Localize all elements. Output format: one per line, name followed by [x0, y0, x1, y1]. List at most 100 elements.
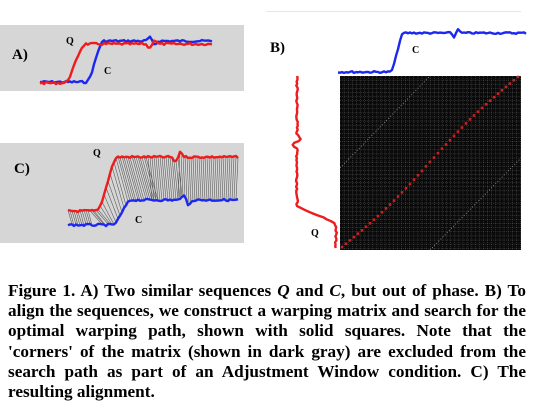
alignment-line [231, 156, 235, 200]
alignment-line [191, 156, 195, 202]
alignment-line [177, 151, 181, 200]
warping-path-cell [464, 122, 468, 125]
alignment-line [77, 211, 83, 225]
warping-path-cell [444, 143, 448, 146]
alignment-line [97, 209, 111, 225]
alignment-line [67, 209, 73, 225]
panel-b-frame-line [266, 11, 521, 12]
panel-b-q-sequence [291, 75, 338, 249]
figure-caption: Figure 1. A) Two similar sequences Q and… [8, 281, 526, 402]
alignment-line [165, 156, 171, 200]
warping-path-cell [516, 75, 520, 79]
alignment-line [197, 157, 201, 200]
alignment-line [215, 157, 219, 201]
warping-path-cell [460, 126, 464, 129]
alignment-line [175, 160, 181, 199]
caption-part-1: Figure 1. A) Two similar sequences [8, 281, 278, 300]
alignment-line [133, 156, 147, 200]
alignment-line [179, 153, 183, 199]
alignment-line [111, 166, 125, 208]
alignment-line [201, 157, 205, 201]
alignment-line [205, 156, 209, 201]
panel-a-q-series [39, 39, 213, 86]
alignment-line [99, 205, 113, 225]
alignment-line [185, 158, 189, 199]
alignment-line [161, 156, 167, 200]
panel-a-label: A) [12, 47, 28, 63]
alignment-line [233, 155, 237, 200]
alignment-line [95, 209, 109, 225]
alignment-line [123, 157, 137, 202]
alignment-line [83, 209, 89, 225]
alignment-line [125, 156, 139, 200]
warping-path-cell [500, 89, 504, 92]
warping-path-cell [420, 169, 424, 173]
warping-path-cell [396, 195, 400, 198]
warping-path-cell [488, 99, 492, 102]
alignment-line [229, 157, 233, 200]
alignment-line [141, 157, 155, 201]
alignment-line [119, 157, 133, 201]
alignment-line [187, 157, 191, 206]
alignment-line [183, 156, 187, 196]
warping-path-cell [412, 178, 416, 181]
alignment-line [153, 156, 159, 201]
alignment-line [155, 156, 161, 202]
warping-path-cell [376, 214, 380, 218]
alignment-line [87, 210, 93, 226]
alignment-line [139, 157, 153, 201]
alignment-line [69, 210, 75, 227]
warping-path-cell [372, 218, 376, 221]
warping-path-cell [472, 114, 476, 117]
panel-a-plot [39, 35, 213, 86]
alignment-line [105, 187, 119, 219]
alignment-line [117, 156, 131, 201]
warping-path-cell [348, 239, 352, 242]
adjustment-window-edge [429, 157, 522, 251]
caption-q-symbol: Q [277, 281, 290, 300]
alignment-line [203, 156, 207, 201]
alignment-line [223, 156, 227, 200]
alignment-line [101, 201, 115, 225]
alignment-line [227, 156, 231, 202]
alignment-line [121, 156, 135, 201]
panel-a-q-label: Q [66, 36, 74, 47]
warping-path-cell [448, 138, 452, 142]
warping-path-cell [356, 232, 360, 235]
alignment-line [131, 156, 145, 201]
alignment-line [71, 210, 77, 225]
warping-path-cell [480, 106, 484, 110]
warping-path-cell [392, 199, 396, 202]
alignment-line [207, 157, 211, 201]
warping-path-cell [504, 85, 508, 89]
warping-matrix [339, 75, 522, 251]
alignment-line [177, 157, 183, 197]
warping-path-cell [352, 235, 356, 239]
panel-c-q-label: Q [93, 148, 101, 159]
alignment-line [157, 156, 163, 201]
alignment-line [199, 157, 203, 200]
alignment-line [113, 162, 127, 206]
alignment-line [211, 157, 215, 201]
warping-path-cell [404, 186, 408, 190]
alignment-line [137, 156, 151, 200]
alignment-line [109, 173, 123, 213]
alignment-line [129, 157, 143, 201]
alignment-line [75, 210, 81, 226]
warping-path-cell [436, 151, 440, 155]
alignment-line [217, 156, 221, 201]
alignment-line [89, 210, 103, 225]
warping-path-cell [360, 229, 364, 232]
alignment-line [235, 158, 239, 200]
warping-path-cell [344, 242, 348, 245]
alignment-line [169, 156, 175, 200]
alignment-line [81, 210, 87, 225]
warping-path-cell [456, 130, 460, 133]
warping-path-cell [468, 118, 472, 121]
panel-c-plot [67, 150, 239, 228]
alignment-line [127, 156, 141, 201]
alignment-line [135, 156, 149, 200]
warping-path-cell [476, 110, 480, 113]
panel-b-q-label: Q [311, 228, 319, 239]
